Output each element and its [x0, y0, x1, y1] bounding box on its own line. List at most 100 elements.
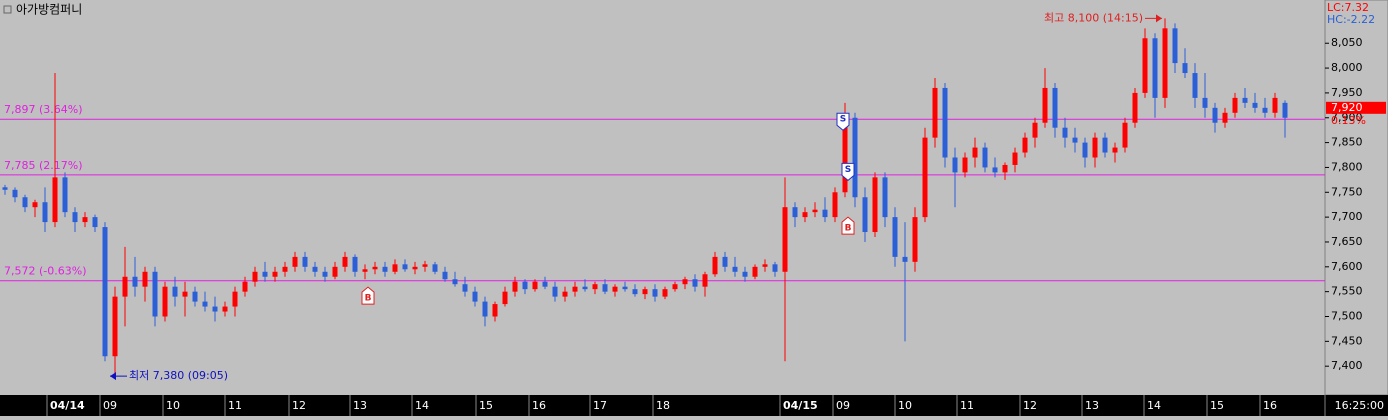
last-price-label: 7,920 [1331, 101, 1363, 114]
candle-body [842, 117, 848, 193]
candle-body [1092, 137, 1098, 158]
candle-body [342, 256, 348, 267]
candle-body [1172, 28, 1178, 64]
candle-body [42, 202, 48, 223]
candle-body [702, 274, 708, 287]
candle-body [2, 187, 8, 190]
candle-body [92, 217, 98, 228]
x-tick-label: 14 [415, 399, 429, 412]
candle-body [1002, 164, 1008, 173]
candle-body [1282, 102, 1288, 118]
candle-body [1252, 102, 1258, 108]
candle-body [892, 217, 898, 257]
candle-body [912, 217, 918, 262]
candle-body [502, 291, 508, 305]
candle-body [642, 289, 648, 295]
candle-body [622, 286, 628, 290]
candle-body [102, 227, 108, 357]
candle-body [552, 286, 558, 297]
reference-label: 7,785 (2.17%) [4, 159, 83, 172]
annotation-text: 최고 8,100 (14:15) [1044, 11, 1143, 24]
y-tick-label: 7,600 [1331, 260, 1363, 273]
candle-body [1072, 137, 1078, 143]
candle-body [662, 289, 668, 297]
candle-body [792, 207, 798, 218]
stat-hc: HC:-2.22 [1327, 13, 1375, 26]
candle-body [932, 87, 938, 138]
x-tick-label: 09 [103, 399, 117, 412]
candle-body [142, 271, 148, 287]
candle-body [182, 291, 188, 297]
signal-label: S [840, 115, 846, 125]
candle-body [212, 306, 218, 312]
y-tick-label: 7,700 [1331, 210, 1363, 223]
y-tick-label: 7,500 [1331, 309, 1363, 322]
candle-body [812, 209, 818, 213]
candle-body [682, 279, 688, 285]
candle-body [382, 266, 388, 272]
candle-body [542, 281, 548, 287]
candle-body [1232, 97, 1238, 113]
candle-body [172, 286, 178, 297]
candle-body [632, 289, 638, 295]
candle-body [512, 281, 518, 292]
x-tick-label: 11 [228, 399, 242, 412]
candle-body [412, 266, 418, 270]
candle-body [72, 212, 78, 223]
candle-body [742, 271, 748, 277]
x-tick-label: 16 [1263, 399, 1277, 412]
candle-body [672, 284, 678, 290]
candle-body [1032, 122, 1038, 138]
candle-body [832, 192, 838, 218]
candle-body [162, 286, 168, 317]
candle-body [32, 202, 38, 208]
candle-body [1262, 107, 1268, 113]
candle-body [572, 286, 578, 292]
candle-body [902, 256, 908, 262]
candle-body [132, 276, 138, 287]
candle-body [762, 264, 768, 267]
y-tick-label: 7,800 [1331, 160, 1363, 173]
reference-label: 7,572 (-0.63%) [4, 265, 86, 278]
candle-body [852, 117, 858, 198]
time-label: 16:25:00 [1335, 399, 1384, 412]
x-tick-label: 13 [1085, 399, 1099, 412]
candle-body [752, 266, 758, 277]
candle-body [952, 157, 958, 173]
candle-body [712, 256, 718, 275]
candle-body [222, 306, 228, 312]
candle-body [1132, 92, 1138, 123]
candle-body [612, 286, 618, 292]
x-tick-label: 13 [353, 399, 367, 412]
candle-body [1142, 38, 1148, 93]
price-axis [1324, 0, 1388, 396]
x-tick-label: 12 [292, 399, 306, 412]
candle-body [992, 167, 998, 173]
candle-body [1162, 28, 1168, 98]
candle-body [292, 256, 298, 267]
x-tick-label: 10 [898, 399, 912, 412]
candle-body [1222, 112, 1228, 123]
candle-body [232, 291, 238, 307]
y-tick-label: 7,400 [1331, 359, 1363, 372]
candle-body [312, 266, 318, 272]
candle-body [772, 264, 778, 272]
title-icon [3, 5, 12, 14]
y-tick-label: 7,900 [1331, 111, 1363, 124]
x-tick-label: 18 [656, 399, 670, 412]
candle-body [882, 177, 888, 218]
y-tick-label: 7,750 [1331, 185, 1363, 198]
x-tick-label: 15 [1210, 399, 1224, 412]
x-tick-label: 04/15 [783, 399, 818, 412]
candle-body [492, 304, 498, 317]
x-tick-label: 11 [960, 399, 974, 412]
candle-body [1272, 97, 1278, 113]
x-tick-label: 09 [836, 399, 850, 412]
candle-body [452, 279, 458, 285]
candle-body [462, 284, 468, 292]
candle-body [322, 271, 328, 277]
candle-body [22, 197, 28, 208]
y-tick-label: 8,050 [1331, 36, 1363, 49]
last-price-box [1326, 101, 1386, 114]
